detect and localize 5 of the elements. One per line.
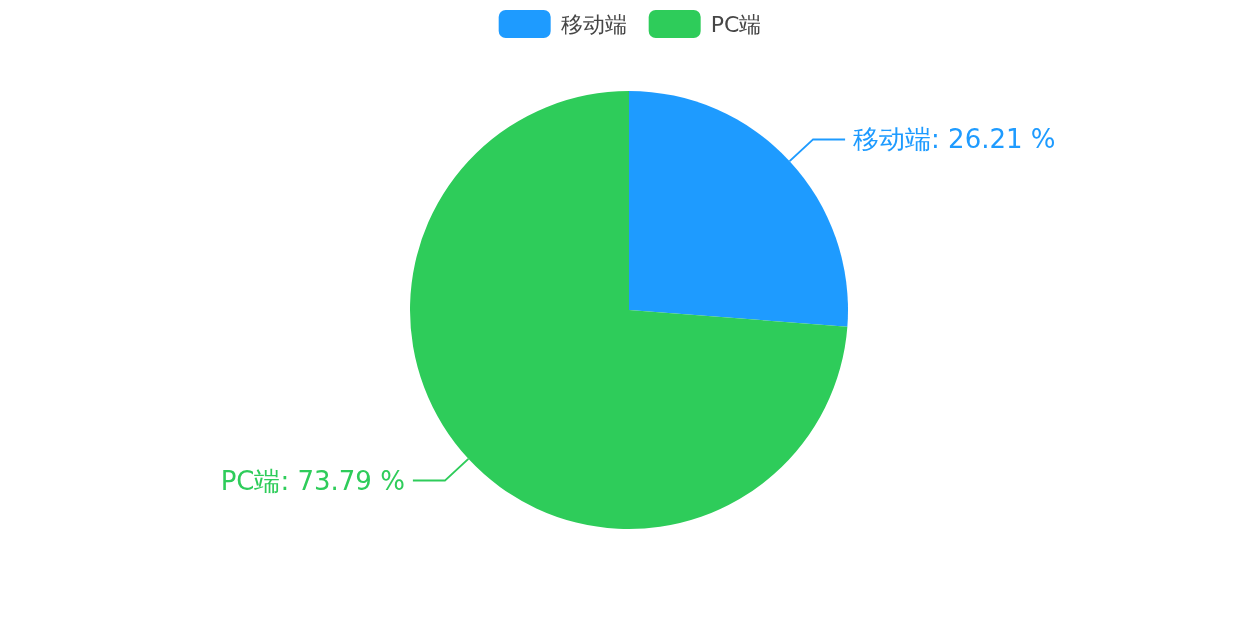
pie: 移动端: 26.21 % PC端: 73.79 %: [220, 91, 1056, 529]
data-label: PC端: 73.79 %: [220, 465, 405, 496]
data-label: 移动端: 26.21 %: [853, 124, 1056, 155]
legend-label: PC端: [710, 11, 762, 37]
legend-label: 移动端: [560, 11, 627, 37]
